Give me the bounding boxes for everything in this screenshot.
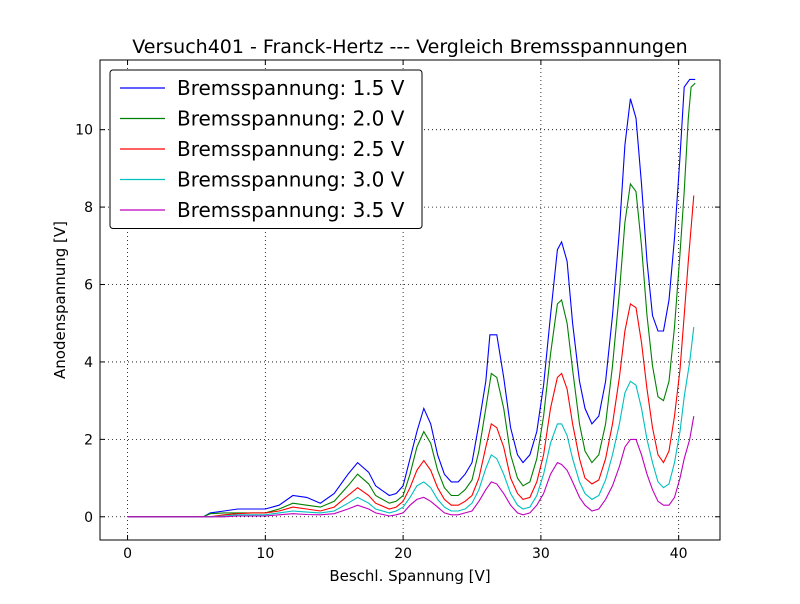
legend-label-2: Bremsspannung: 2.0 V: [177, 107, 405, 131]
legend-box: [109, 69, 423, 229]
x-tick-label: 0: [123, 546, 132, 562]
y-tick-label: 2: [84, 432, 93, 448]
series-line-4: [127, 327, 695, 518]
x-tick-label: 30: [532, 546, 550, 562]
x-tick-label: 10: [256, 546, 274, 562]
legend-label-3: Bremsspannung: 2.5 V: [177, 137, 405, 161]
y-tick-label: 10: [75, 123, 93, 139]
y-axis-label: Anodenspannung [V]: [51, 221, 69, 379]
series-line-3: [127, 195, 695, 518]
legend-label-1: Bremsspannung: 1.5 V: [177, 76, 405, 100]
y-tick-label: 8: [84, 200, 93, 216]
y-tick-label: 4: [84, 355, 93, 371]
y-tick-label: 0: [84, 510, 93, 526]
x-tick-label: 20: [394, 546, 412, 562]
x-tick-label: 40: [670, 546, 688, 562]
legend: Bremsspannung: 1.5 V Bremsspannung: 2.0 V…: [109, 69, 423, 229]
y-tick-label: 6: [84, 278, 93, 294]
legend-label-5: Bremsspannung: 3.5 V: [177, 198, 405, 222]
series-line-1: [127, 78, 696, 518]
series-line-2: [127, 82, 696, 518]
series-group: [127, 78, 696, 518]
series-line-5: [127, 416, 695, 518]
axes-frame: [99, 59, 721, 541]
x-axis-label: Beschl. Spannung [V]: [329, 567, 490, 585]
legend-label-4: Bremsspannung: 3.0 V: [177, 168, 405, 192]
chart-title: Versuch401 - Franck-Hertz --- Vergleich …: [132, 36, 687, 58]
